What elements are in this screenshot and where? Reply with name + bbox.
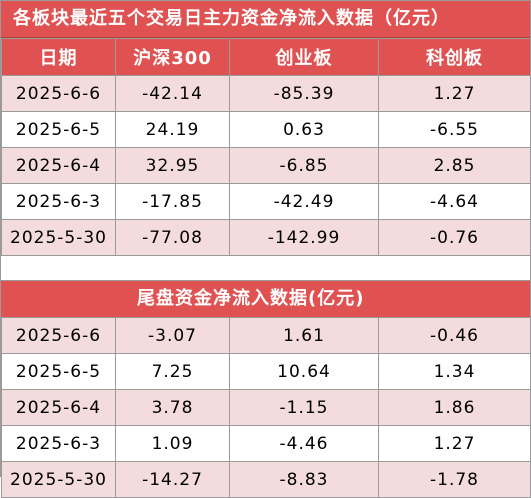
cell-hs300: 24.19 xyxy=(115,111,230,148)
cell-date: 2025-6-3 xyxy=(1,425,116,462)
table-row: 2025-5-30 -14.27 -8.83 -1.78 xyxy=(1,461,531,498)
header-chinext: 创业板 xyxy=(229,38,379,76)
cell-chinext: -42.49 xyxy=(229,183,379,220)
cell-star: -6.55 xyxy=(378,111,531,148)
cell-date: 2025-6-4 xyxy=(1,147,116,184)
cell-chinext: 1.61 xyxy=(229,317,379,354)
section2-title: 尾盘资金净流入数据(亿元) xyxy=(1,280,530,317)
cell-chinext: -8.83 xyxy=(229,461,379,498)
cell-hs300: -77.08 xyxy=(115,219,230,256)
cell-star: 2.85 xyxy=(378,147,531,184)
table-row: 2025-5-30 -77.08 -142.99 -0.76 xyxy=(1,219,531,256)
cell-star: 1.27 xyxy=(378,75,531,112)
table-row: 2025-6-4 32.95 -6.85 2.85 xyxy=(1,147,531,184)
cell-chinext: -1.15 xyxy=(229,389,379,426)
cell-star: 1.34 xyxy=(378,353,531,390)
cell-star: -0.46 xyxy=(378,317,531,354)
cell-hs300: 7.25 xyxy=(115,353,230,390)
cell-chinext: -6.85 xyxy=(229,147,379,184)
header-date: 日期 xyxy=(1,38,116,76)
cell-date: 2025-5-30 xyxy=(1,219,116,256)
table-row: 2025-6-4 3.78 -1.15 1.86 xyxy=(1,389,531,426)
cell-date: 2025-6-5 xyxy=(1,353,116,390)
cell-chinext: 10.64 xyxy=(229,353,379,390)
cell-star: 1.86 xyxy=(378,389,531,426)
cell-hs300: -3.07 xyxy=(115,317,230,354)
table-row: 2025-6-5 7.25 10.64 1.34 xyxy=(1,353,531,390)
cell-chinext: -142.99 xyxy=(229,219,379,256)
main-fund-table: 日期 沪深300 创业板 科创板 2025-6-6 -42.14 -85.39 … xyxy=(1,38,531,256)
header-star: 科创板 xyxy=(378,38,531,76)
table-row: 2025-6-3 -17.85 -42.49 -4.64 xyxy=(1,183,531,220)
table-row: 2025-6-6 -42.14 -85.39 1.27 xyxy=(1,75,531,112)
cell-hs300: 1.09 xyxy=(115,425,230,462)
header-hs300: 沪深300 xyxy=(115,38,230,76)
cell-date: 2025-6-6 xyxy=(1,75,116,112)
section1-title: 各板块最近五个交易日主力资金净流入数据（亿元） xyxy=(1,1,530,38)
cell-chinext: -4.46 xyxy=(229,425,379,462)
cell-star: -4.64 xyxy=(378,183,531,220)
cell-hs300: 3.78 xyxy=(115,389,230,426)
cell-hs300: -17.85 xyxy=(115,183,230,220)
cell-chinext: -85.39 xyxy=(229,75,379,112)
cell-date: 2025-5-30 xyxy=(1,461,116,498)
cell-hs300: 32.95 xyxy=(115,147,230,184)
cell-date: 2025-6-4 xyxy=(1,389,116,426)
section-gap xyxy=(1,256,530,280)
cell-date: 2025-6-3 xyxy=(1,183,116,220)
table-row: 2025-6-5 24.19 0.63 -6.55 xyxy=(1,111,531,148)
cell-chinext: 0.63 xyxy=(229,111,379,148)
cell-date: 2025-6-5 xyxy=(1,111,116,148)
table-row: 2025-6-3 1.09 -4.46 1.27 xyxy=(1,425,531,462)
table-header-row: 日期 沪深300 创业板 科创板 xyxy=(1,38,531,76)
cell-date: 2025-6-6 xyxy=(1,317,116,354)
table-row: 2025-6-6 -3.07 1.61 -0.46 xyxy=(1,317,531,354)
cell-hs300: -42.14 xyxy=(115,75,230,112)
cell-star: -1.78 xyxy=(378,461,531,498)
cell-star: -0.76 xyxy=(378,219,531,256)
cell-hs300: -14.27 xyxy=(115,461,230,498)
tail-fund-table: 2025-6-6 -3.07 1.61 -0.46 2025-6-5 7.25 … xyxy=(1,317,531,498)
cell-star: 1.27 xyxy=(378,425,531,462)
